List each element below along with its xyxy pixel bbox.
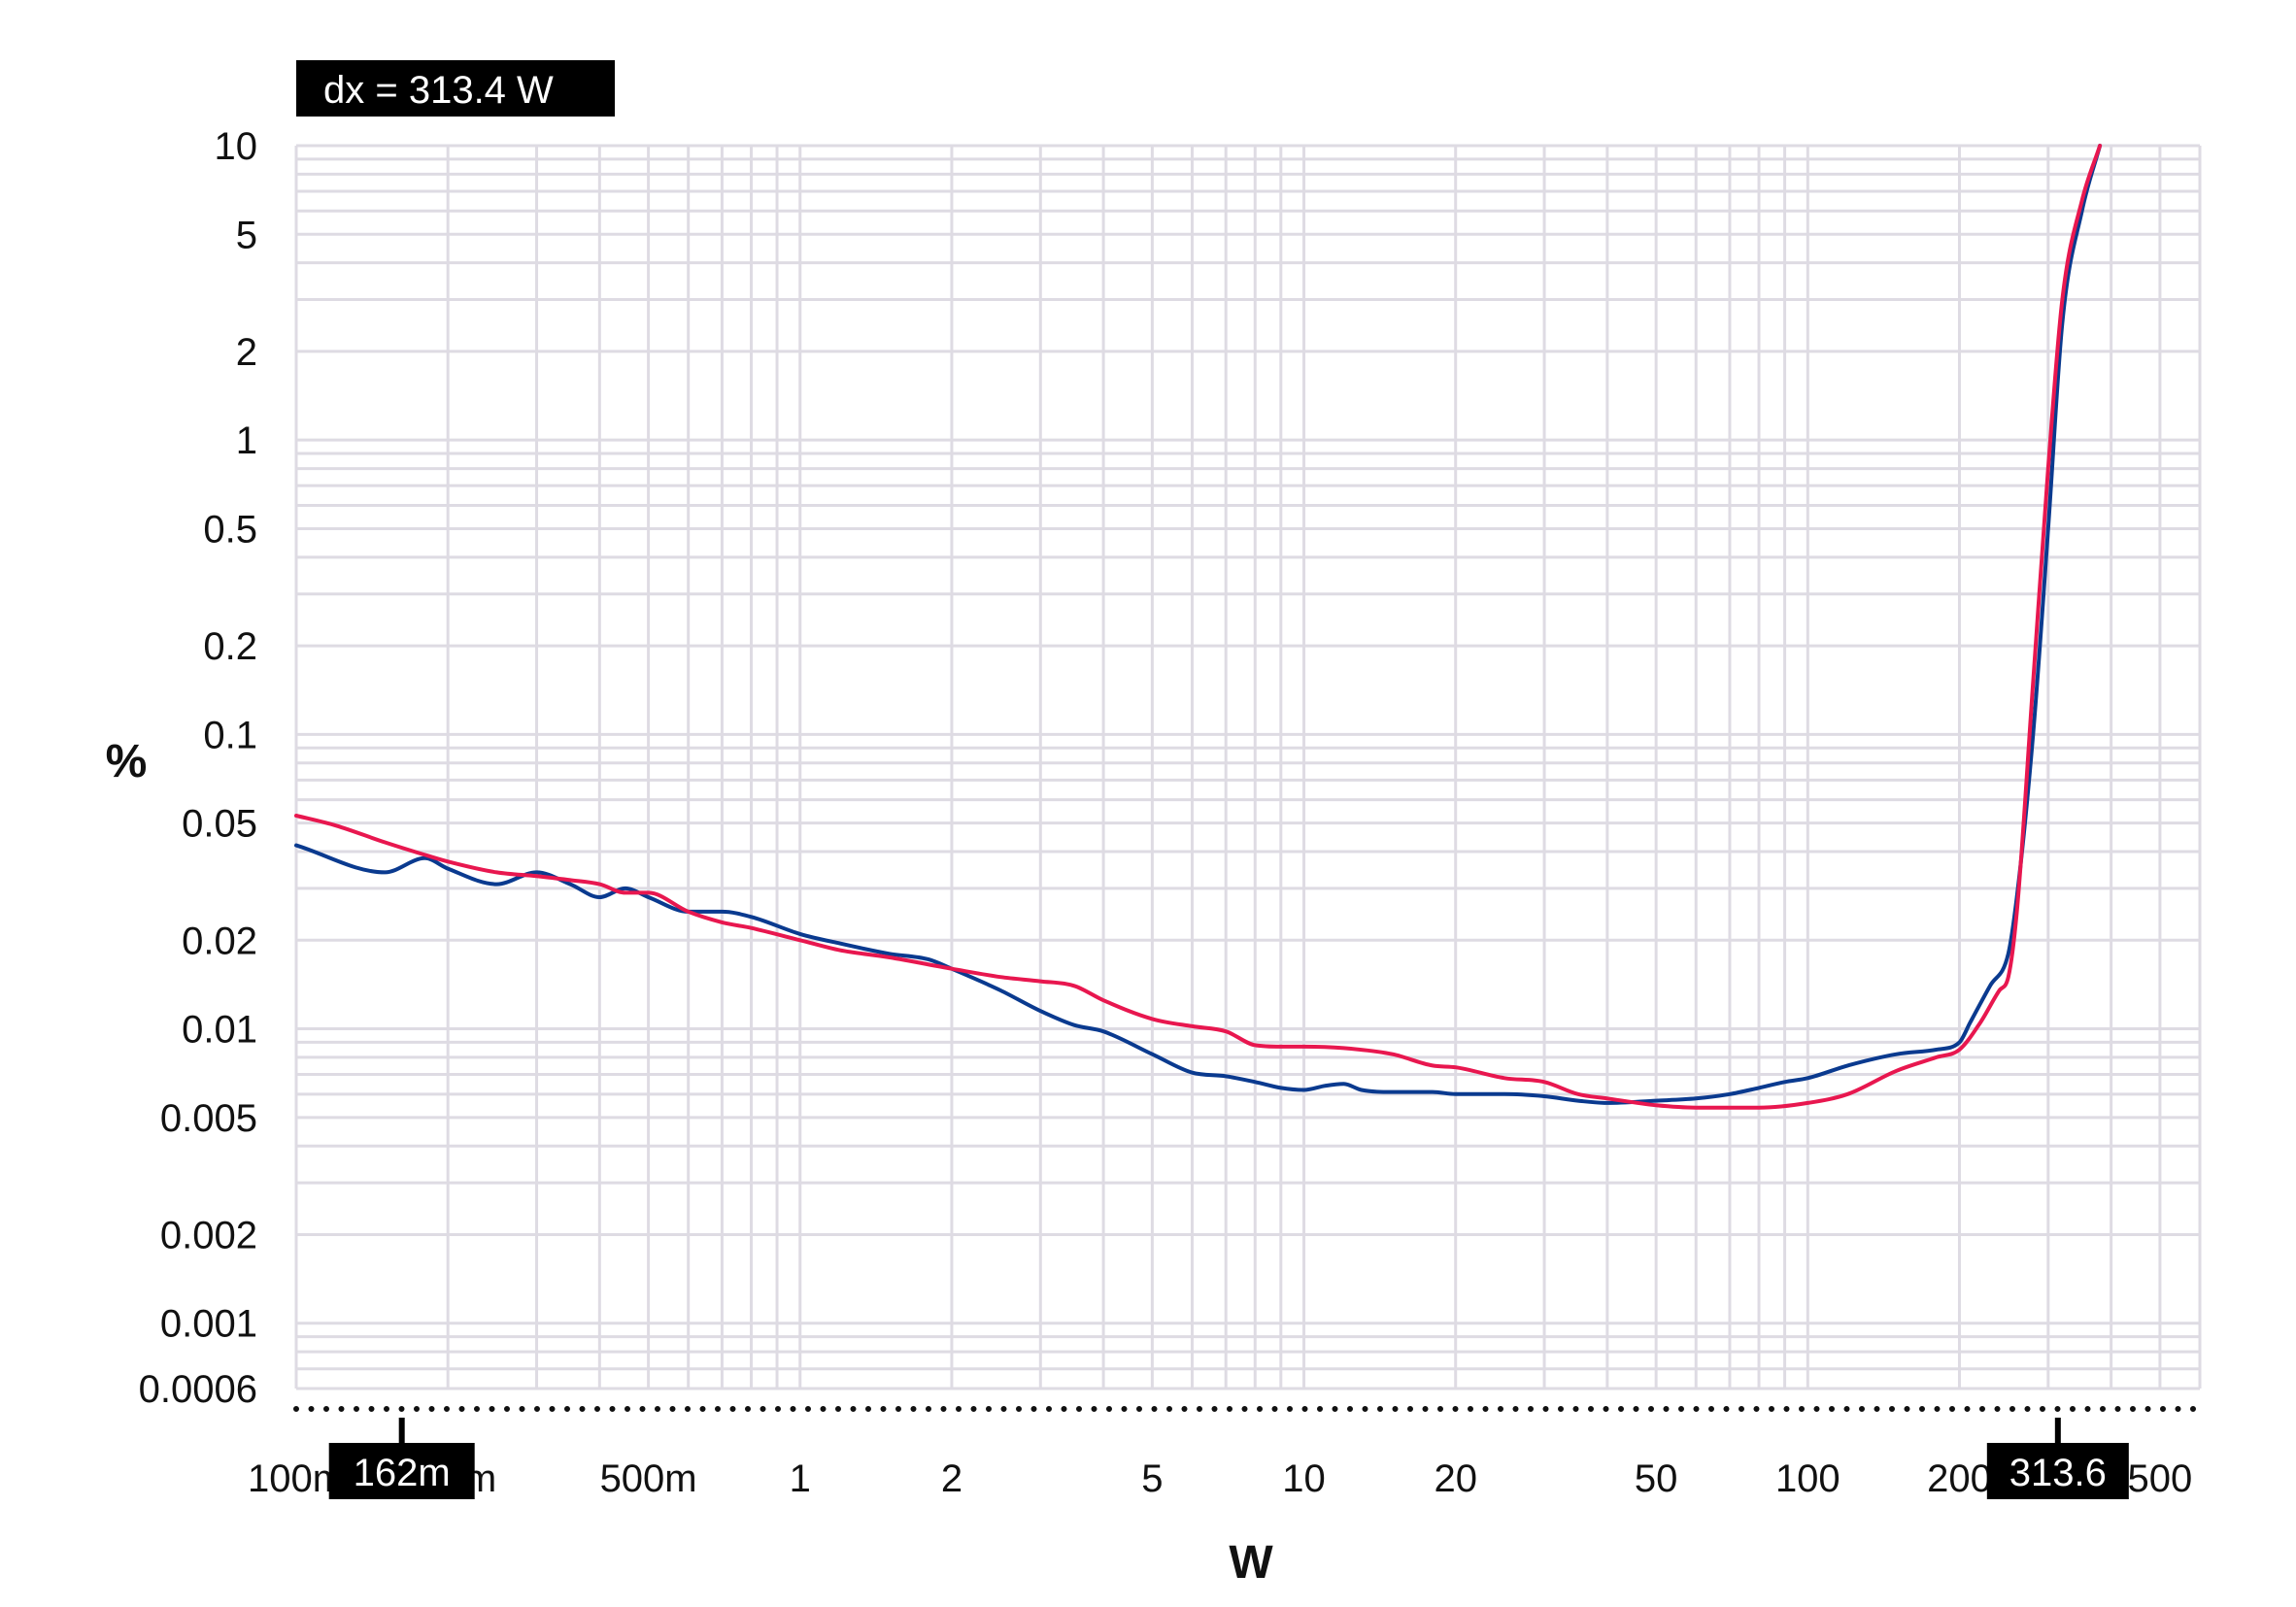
y-tick-label: 0.002 [160, 1214, 257, 1256]
series-group [294, 144, 2103, 1110]
x-tick-label: 1 [790, 1457, 811, 1500]
y-axis-title: % [106, 736, 148, 787]
y-tick-label: 0.05 [182, 803, 257, 846]
y-tick-label: 1 [236, 419, 257, 462]
x-tick-label: 10 [1282, 1457, 1326, 1500]
y-tick-label: 0.005 [160, 1097, 257, 1140]
x-tick-label: 100 [1775, 1457, 1840, 1500]
y-tick-label: 0.1 [203, 714, 257, 756]
grid [294, 144, 2202, 1390]
y-tick-label: 0.5 [203, 508, 257, 551]
x-tick-label: 20 [1434, 1457, 1477, 1500]
x-tick-label: 100m [248, 1457, 345, 1500]
x-axis-title: W [1229, 1537, 1273, 1589]
x-tick-label: 2 [941, 1457, 962, 1500]
x-tick-label: 50 [1635, 1457, 1678, 1500]
y-tick-label: 0.001 [160, 1303, 257, 1346]
x-tick-label: 500 [2128, 1457, 2193, 1500]
series-line-1 [294, 144, 2103, 1105]
x-tick-label: 5 [1141, 1457, 1163, 1500]
left-cursor-value: 162m [354, 1452, 451, 1494]
cursor-group[interactable]: 162m 313.6 dx = 313.4 W [296, 60, 2129, 1499]
y-tick-label: 2 [236, 331, 257, 374]
left-cursor-badge[interactable] [328, 1443, 475, 1499]
right-cursor-badge[interactable] [1986, 1443, 2129, 1499]
y-tick-label: 0.2 [203, 625, 257, 668]
y-tick-label: 0.02 [182, 920, 257, 962]
dx-readout-box [296, 60, 615, 117]
y-tick-label: 10 [215, 125, 258, 168]
series-line-2 [294, 144, 2103, 1110]
y-tick-label: 5 [236, 214, 257, 256]
right-cursor-value: 313.6 [2009, 1452, 2107, 1494]
axes: 10 5 2 1 0.5 0.2 0.1 0.05 0.02 0.01 0.005 0.002 0.00… [106, 125, 2208, 1589]
x-tick-label: 500m [600, 1457, 697, 1500]
dx-readout: dx = 313.4 W [323, 69, 554, 112]
x-tick-label: 200 [1927, 1457, 1992, 1500]
y-tick-label: 0.01 [182, 1009, 257, 1052]
y-tick-label: 0.0006 [139, 1368, 257, 1411]
